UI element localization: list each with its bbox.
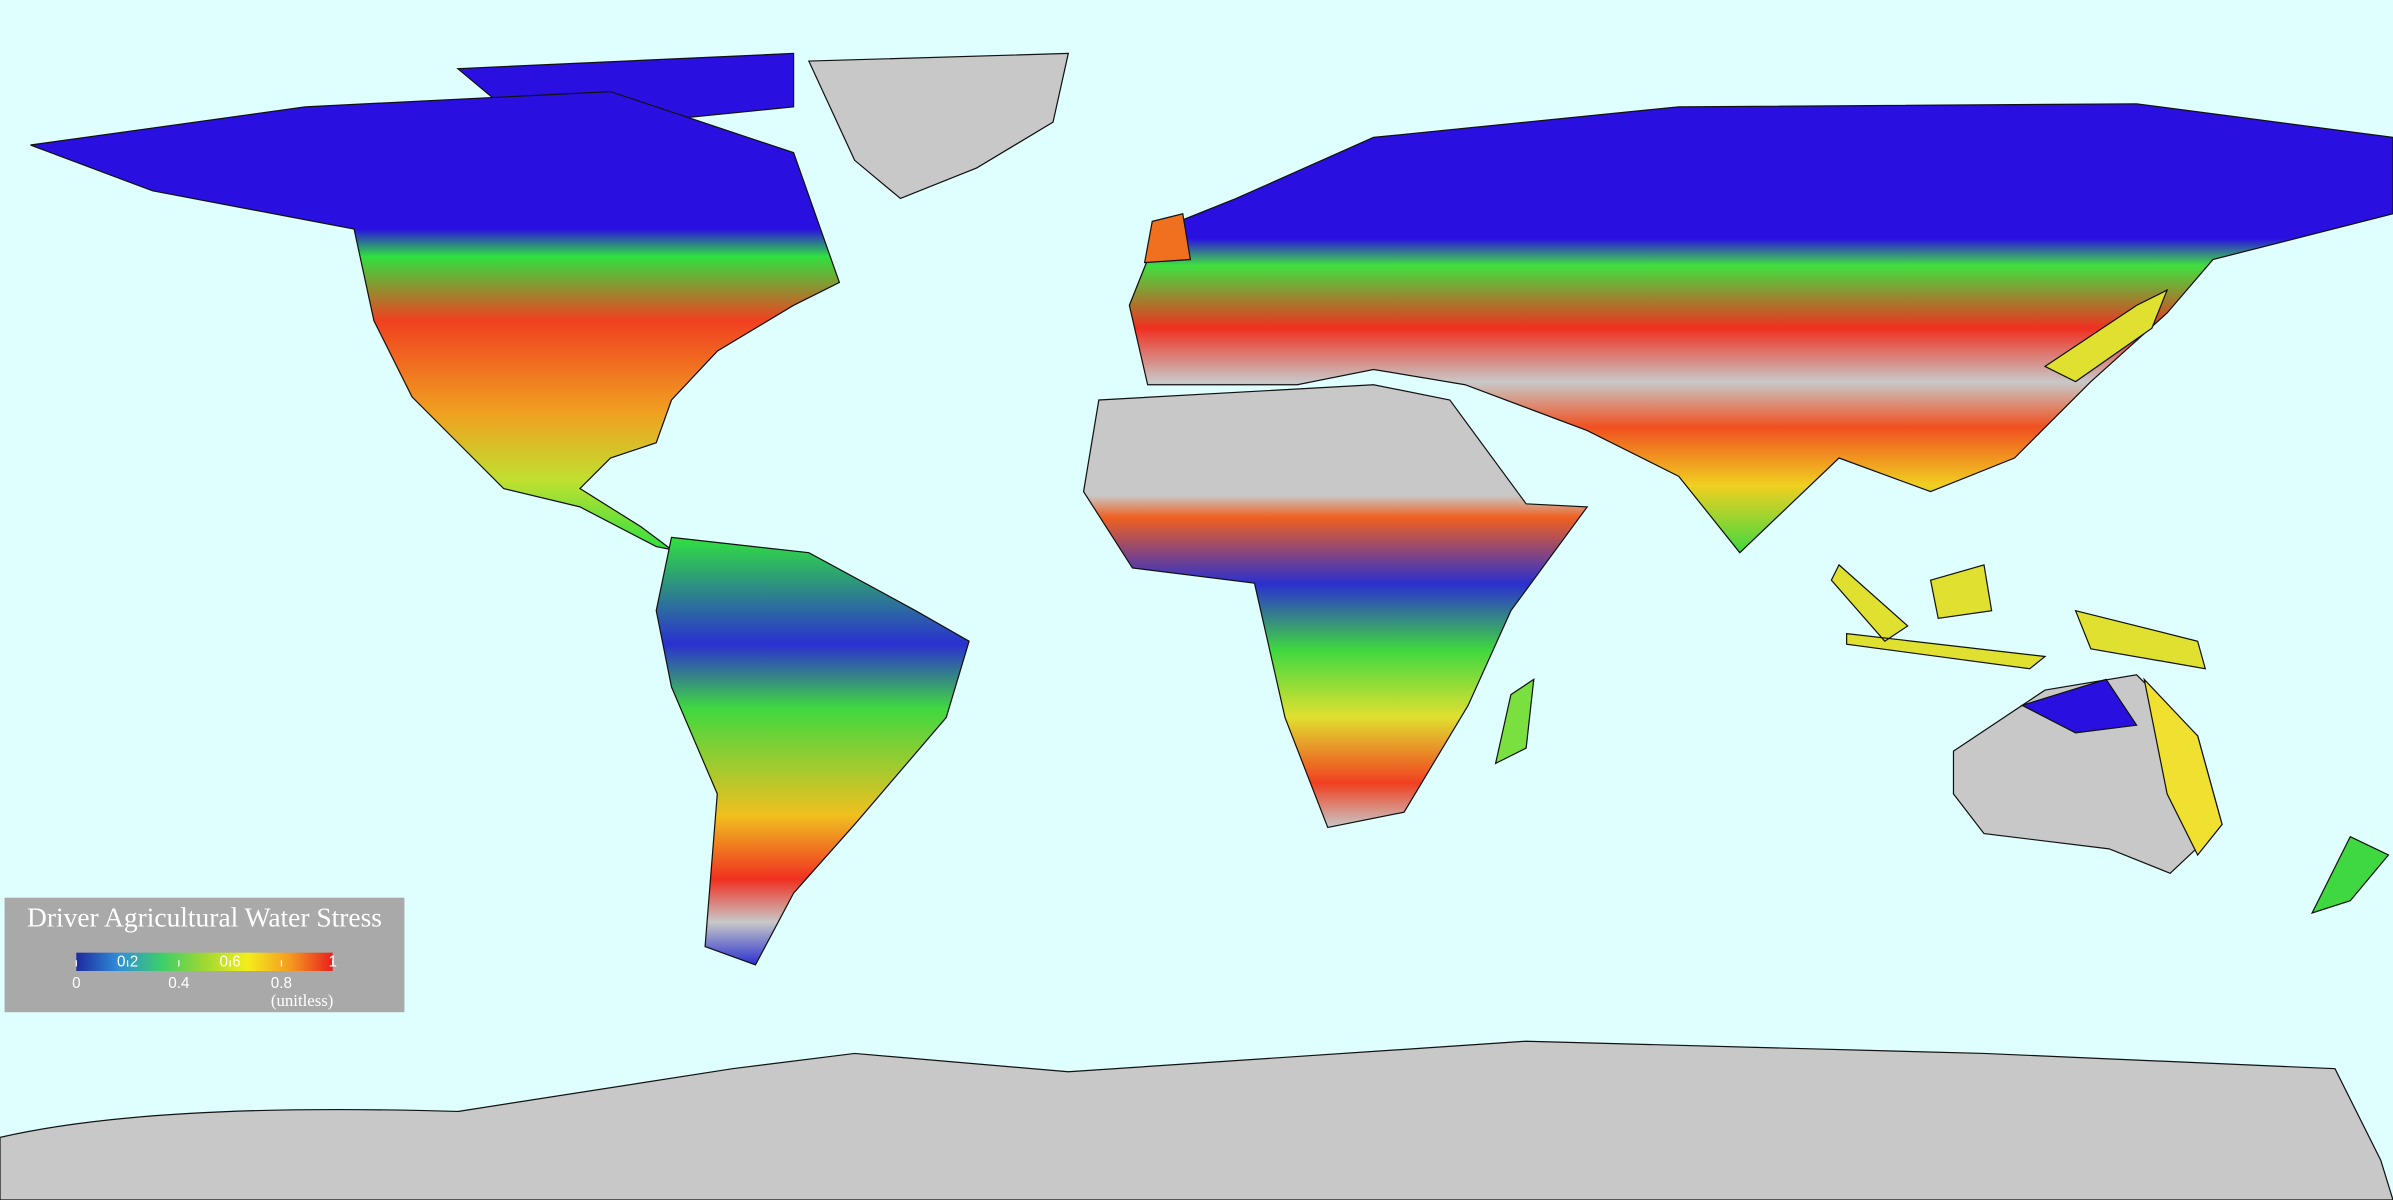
new-zealand — [2310, 835, 2390, 915]
africa — [1082, 384, 1589, 829]
australia-north — [2020, 678, 2138, 734]
tick-label: 0.2 — [117, 953, 138, 970]
north-america — [30, 90, 841, 551]
legend-title: Driver Agricultural Water Stress — [27, 903, 382, 933]
south-america — [655, 536, 970, 966]
greenland — [807, 52, 1070, 200]
tick-label: 0.8 — [271, 975, 292, 992]
tick-label: 0.6 — [220, 953, 241, 970]
australia-east — [2143, 677, 2223, 857]
tick-label: 0 — [72, 975, 80, 992]
legend-unit: (unitless) — [271, 991, 333, 1010]
legend: Driver Agricultural Water Stress (unitle… — [4, 897, 405, 1013]
eurasia — [1128, 103, 2393, 554]
colorbar-ticks: 0 0.2 0.4 0.6 0.8 1 — [72, 953, 337, 991]
antarctica — [0, 1040, 2393, 1200]
tick-label: 1 — [328, 953, 336, 970]
britain — [1143, 212, 1192, 264]
tick-label: 0.4 — [168, 975, 190, 992]
madagascar — [1494, 678, 1535, 765]
japan — [2043, 288, 2169, 383]
indonesia — [1830, 563, 2207, 670]
colorbar — [76, 952, 333, 971]
